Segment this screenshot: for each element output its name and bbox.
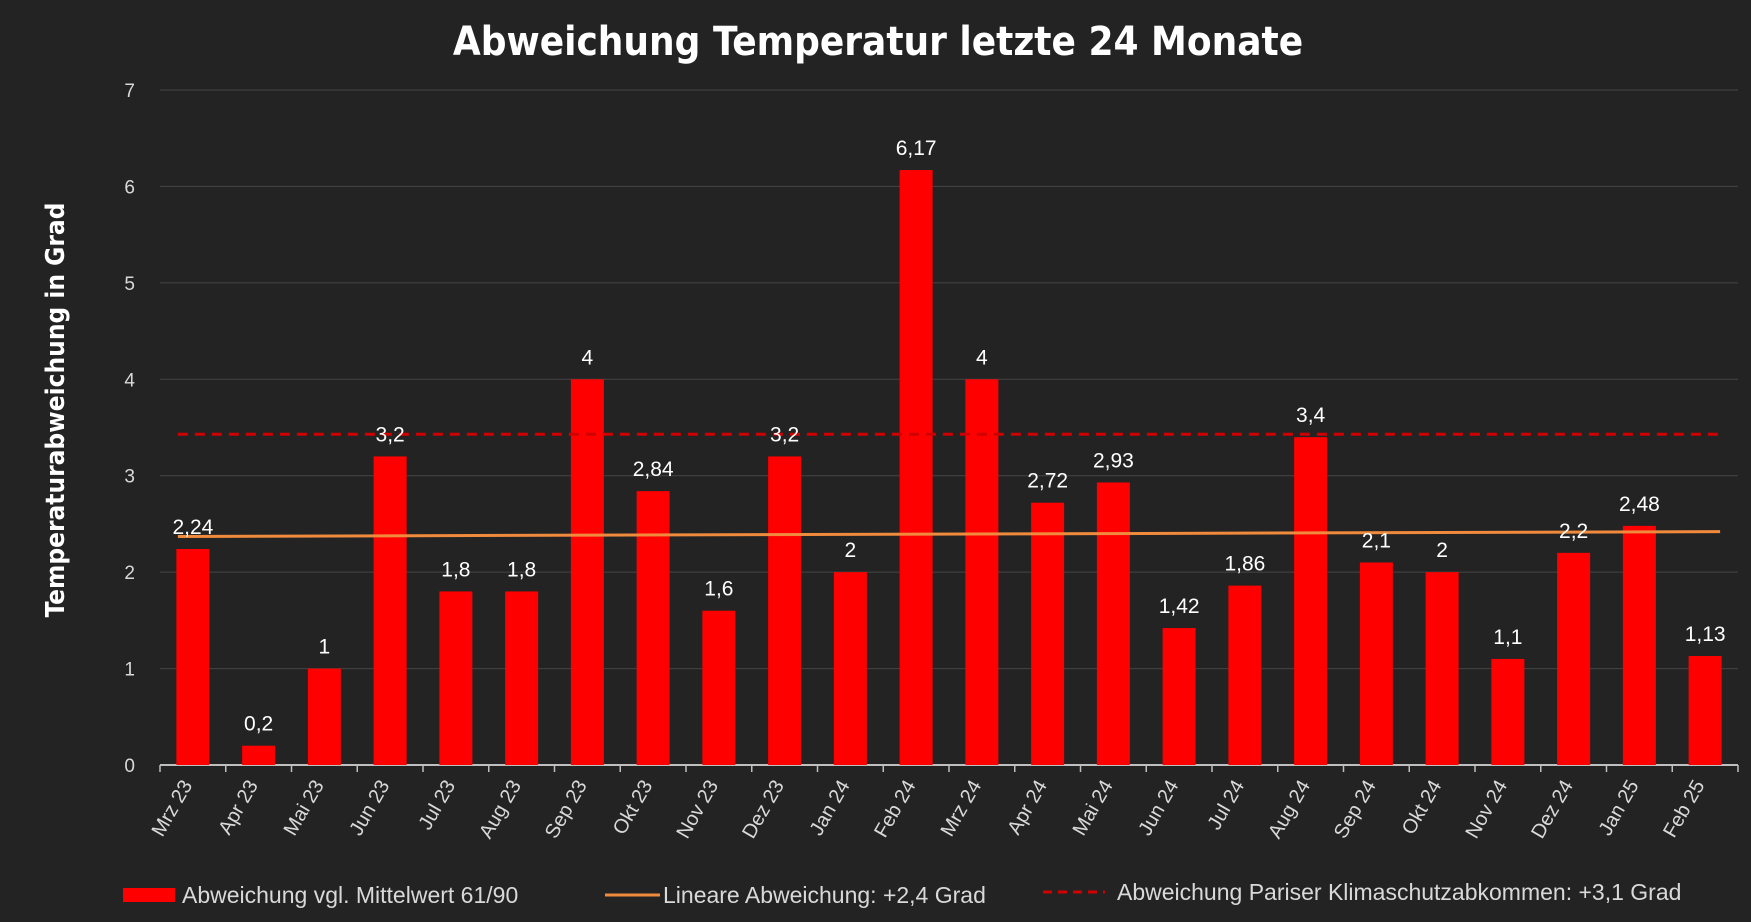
y-tick-label: 4	[124, 370, 135, 391]
x-tick-label: Sep 23	[541, 777, 592, 843]
bar	[1557, 552, 1591, 765]
bar	[1228, 585, 1262, 765]
data-label: 1,1	[1493, 626, 1522, 649]
data-label: 3,2	[376, 423, 405, 446]
data-label: 1,8	[507, 558, 536, 581]
x-tick-label: Apr 24	[1003, 777, 1052, 839]
data-label: 6,17	[896, 137, 937, 160]
data-label: 2	[1436, 539, 1448, 562]
bar	[1359, 562, 1393, 765]
y-axis-label: Temperaturabweichung in Grad	[41, 203, 71, 618]
x-tick-label: Feb 24	[870, 777, 920, 842]
x-tick-label: Mrz 23	[148, 777, 198, 841]
bar	[702, 610, 736, 765]
bar	[373, 456, 407, 765]
data-label: 3,4	[1296, 404, 1326, 427]
x-tick-label: Nov 23	[672, 777, 723, 843]
x-tick-label: Jan 25	[1595, 777, 1644, 840]
y-tick-label: 5	[124, 274, 135, 295]
y-tick-label: 2	[124, 563, 135, 584]
bar	[636, 491, 670, 765]
trend-line	[177, 530, 1721, 538]
bar	[307, 668, 341, 765]
line-series	[177, 432, 1721, 538]
y-tick-label: 7	[124, 81, 135, 102]
data-label: 3,2	[770, 423, 799, 446]
bar	[176, 549, 210, 765]
data-label: 2,93	[1093, 449, 1134, 472]
legend-swatch-bar	[123, 888, 175, 902]
data-label: 2,84	[633, 458, 674, 481]
data-label: 1	[319, 636, 331, 659]
x-tick-label: Mai 23	[280, 777, 329, 840]
data-label: 2,2	[1559, 520, 1588, 543]
legend-label: Abweichung vgl. Mittelwert 61/90	[182, 882, 518, 908]
x-tick-label: Sep 24	[1330, 777, 1381, 843]
data-label: 2,24	[172, 516, 213, 539]
bar	[1096, 482, 1130, 765]
x-tick-label: Aug 24	[1264, 777, 1315, 843]
legend: Abweichung vgl. Mittelwert 61/90 Lineare …	[123, 879, 1681, 908]
chart-title: Abweichung Temperatur letzte 24 Monate	[453, 19, 1303, 65]
bar	[1688, 656, 1722, 765]
bar-series	[176, 170, 1722, 766]
bar	[1294, 437, 1328, 765]
x-tick-label: Okt 24	[1398, 777, 1447, 839]
data-label: 4	[582, 346, 594, 369]
y-tick-label: 1	[124, 660, 135, 681]
data-labels: 2,24 0,2 1 3,2 1,8 1,8 4 2,84 1,6 3,2 2 6,17 4 2,72 2,…	[172, 137, 1725, 736]
x-tick-labels: Mrz 23 Apr 23 Mai 23 Jun 23 Jul 23 Aug 23 Sep …	[148, 777, 1710, 843]
data-label: 1,86	[1224, 553, 1265, 576]
bar	[833, 572, 867, 765]
bar	[505, 591, 539, 765]
bar	[439, 591, 473, 765]
x-tick-label: Jul 24	[1203, 777, 1249, 834]
data-label: 2,1	[1362, 530, 1391, 553]
data-label: 1,6	[704, 578, 733, 601]
x-tick-label: Nov 24	[1461, 777, 1512, 843]
x-tick-label: Feb 25	[1659, 777, 1709, 842]
x-tick-label: Mai 24	[1069, 777, 1118, 840]
data-label: 2	[845, 539, 857, 562]
bar	[1491, 658, 1525, 765]
data-label: 1,8	[441, 558, 470, 581]
bar	[242, 745, 276, 765]
legend-label: Abweichung Pariser Klimaschutzabkommen: …	[1117, 879, 1681, 905]
x-tick-label: Dez 23	[738, 777, 789, 843]
data-label: 1,42	[1159, 595, 1200, 618]
bar	[1622, 525, 1656, 765]
x-tick-label: Dez 24	[1527, 777, 1578, 843]
data-label: 2,48	[1619, 493, 1660, 516]
data-label: 4	[976, 346, 988, 369]
bar	[1162, 628, 1196, 765]
x-tick-label: Okt 23	[609, 777, 658, 839]
bar	[1425, 572, 1459, 765]
y-tick-label: 3	[124, 467, 135, 488]
bar	[965, 379, 999, 765]
data-label: 0,2	[244, 713, 273, 736]
bar	[570, 379, 604, 765]
x-tick-label: Jul 23	[414, 777, 460, 834]
x-tick-label: Aug 23	[475, 777, 526, 843]
x-tick-label: Jun 24	[1134, 777, 1183, 840]
y-tick-labels: 0 1 2 3 4 5 6 7	[124, 81, 135, 777]
grid-lines	[159, 89, 1739, 772]
x-tick-label: Jun 23	[345, 777, 394, 840]
bar	[768, 456, 802, 765]
y-tick-label: 6	[124, 177, 135, 198]
x-tick-label: Mrz 24	[937, 777, 987, 841]
x-tick-label: Jan 24	[806, 777, 855, 840]
legend-label: Lineare Abweichung: +2,4 Grad	[663, 882, 986, 908]
y-tick-label: 0	[124, 756, 135, 777]
data-label: 2,72	[1027, 470, 1068, 493]
data-label: 1,13	[1685, 623, 1726, 646]
x-tick-label: Apr 23	[214, 777, 263, 839]
bar	[1031, 502, 1065, 765]
bar	[899, 170, 933, 766]
